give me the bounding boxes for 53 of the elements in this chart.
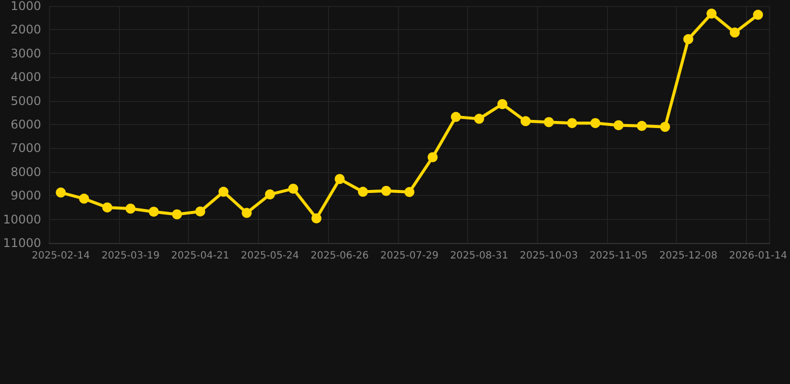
y-tick-label: 7000: [10, 141, 42, 156]
x-tick-label: 2025-04-21: [171, 250, 230, 262]
point: [79, 194, 90, 204]
y-tick-label: 4000: [10, 70, 42, 84]
point: [242, 208, 252, 218]
x-tick-label: 2025-05-24: [240, 250, 300, 262]
x-tick-label: 2025-03-19: [101, 250, 160, 262]
point: [218, 186, 228, 197]
point: [614, 120, 624, 130]
y-tick-label: 10000: [2, 212, 42, 226]
point: [497, 99, 508, 110]
y-tick-label: 6000: [10, 118, 42, 132]
x-tick-label: 2025-07-29: [380, 250, 438, 262]
y-tick-label: 3000: [10, 46, 42, 60]
y-tick-label: 11000: [2, 236, 42, 250]
x-tick-label: 2025-11-05: [590, 250, 648, 262]
y-tick-label: 8000: [10, 164, 42, 179]
point: [172, 209, 182, 220]
x-tick-label: 2025-10-03: [520, 250, 578, 262]
point: [730, 28, 740, 38]
point: [544, 117, 554, 128]
point: [474, 114, 484, 124]
point: [358, 186, 368, 197]
point: [404, 187, 414, 198]
point: [56, 188, 66, 198]
point: [520, 116, 531, 126]
point: [567, 118, 578, 128]
y-tick-label: 1000: [10, 0, 42, 13]
y-tick-label: 9000: [10, 188, 42, 203]
point: [381, 186, 392, 196]
point: [450, 112, 461, 122]
point: [311, 213, 322, 224]
point: [334, 174, 345, 184]
point: [264, 189, 275, 200]
x-tick-label: 2025-08-31: [450, 250, 508, 262]
point: [636, 120, 647, 131]
point: [102, 202, 112, 212]
point: [195, 206, 206, 216]
x-tick-label: 2025-06-26: [310, 250, 369, 262]
point: [590, 118, 600, 128]
point: [288, 184, 298, 194]
y-tick-label: 2000: [10, 22, 42, 37]
point: [753, 10, 764, 20]
point: [428, 152, 438, 162]
x-tick-label: 2026-01-14: [728, 250, 788, 262]
point: [126, 204, 136, 214]
point: [660, 122, 670, 132]
point: [706, 8, 717, 19]
x-tick-label: 2025-02-14: [32, 250, 90, 262]
point: [148, 206, 159, 217]
y-tick-label: 5000: [10, 94, 42, 108]
x-tick-label: 2025-12-08: [659, 250, 718, 262]
point: [683, 34, 694, 44]
